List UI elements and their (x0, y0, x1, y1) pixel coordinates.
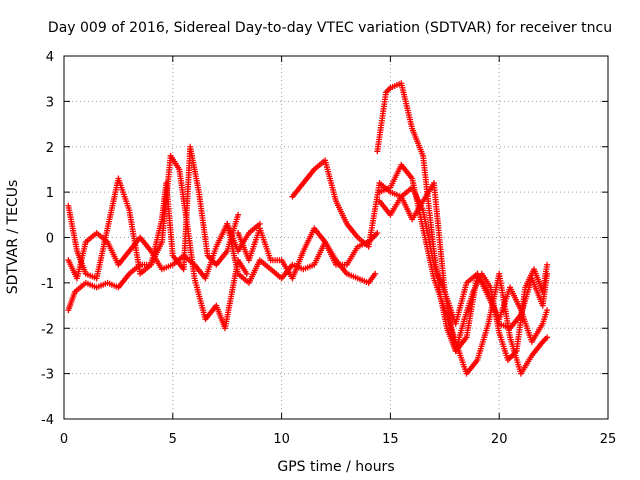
data-point (243, 270, 250, 277)
x-tick-label: 5 (169, 432, 177, 447)
data-point (544, 261, 551, 268)
series-track-9 (376, 184, 551, 354)
y-tick-label: 1 (46, 186, 54, 201)
data-point (374, 229, 381, 236)
x-tick-label: 15 (382, 432, 399, 447)
plot-frame (63, 55, 609, 420)
data-point (544, 334, 551, 341)
series-track-2 (65, 143, 242, 282)
series-track-5 (235, 225, 381, 282)
x-tick-label: 25 (600, 432, 617, 447)
y-tick-label: 4 (46, 50, 54, 65)
x-axis-label: GPS time / hours (277, 459, 394, 475)
y-tick-label: 0 (46, 232, 54, 247)
y-tick-label: 2 (46, 141, 54, 156)
y-tick-label: 3 (46, 95, 54, 110)
x-tick-label: 20 (491, 432, 508, 447)
y-tick-label: -4 (41, 413, 54, 428)
data-marks (65, 80, 551, 377)
data-point (544, 307, 551, 314)
axis-ticks: 0 5 10 15 20 25 -4 -3 -2 -1 0 1 2 3 4 (41, 50, 616, 447)
y-tick-label: -2 (41, 322, 54, 337)
grid-lines (64, 56, 608, 419)
y-tick-label: -1 (41, 277, 54, 292)
data-point (372, 270, 379, 277)
chart-title: Day 009 of 2016, Sidereal Day-to-day VTE… (48, 20, 612, 36)
x-tick-label: 0 (60, 432, 68, 447)
y-tick-label: -3 (41, 368, 54, 383)
y-axis-label: SDTVAR / TECUs (5, 180, 21, 295)
x-tick-label: 10 (273, 432, 290, 447)
data-point (235, 211, 242, 218)
